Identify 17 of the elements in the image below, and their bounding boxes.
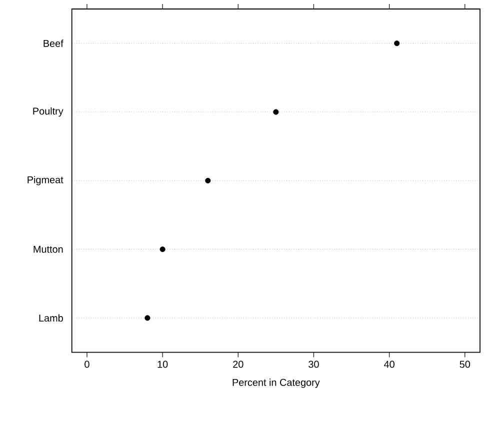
x-tick-label: 20 xyxy=(233,360,244,368)
x-tick-label: 50 xyxy=(460,360,470,368)
point xyxy=(394,40,400,46)
x-tick-label: 10 xyxy=(158,360,168,368)
y-tick-label: Mutton xyxy=(34,246,63,253)
point xyxy=(144,315,150,321)
point xyxy=(205,178,211,184)
y-tick-label: Poultry xyxy=(33,107,64,117)
x-tick-label: 30 xyxy=(308,360,319,368)
x-tick-label: 0 xyxy=(84,360,90,368)
x-tick-label: 40 xyxy=(384,360,394,368)
point xyxy=(160,246,166,252)
y-tick-label: Beef xyxy=(44,40,64,47)
x-axis-title: Percent in Category xyxy=(232,378,320,388)
y-tick-label: Pigmeat xyxy=(28,176,64,186)
point xyxy=(273,109,279,115)
y-tick-label: Lamb xyxy=(39,314,63,322)
